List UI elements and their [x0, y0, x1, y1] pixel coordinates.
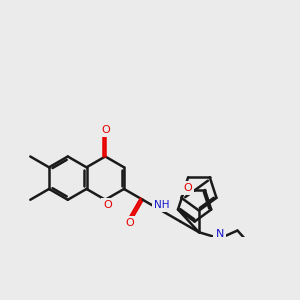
Text: N: N — [215, 229, 224, 239]
Text: NH: NH — [154, 200, 169, 210]
Text: O: O — [183, 183, 192, 193]
Text: O: O — [103, 200, 112, 210]
Text: O: O — [125, 218, 134, 228]
Text: O: O — [101, 125, 110, 135]
